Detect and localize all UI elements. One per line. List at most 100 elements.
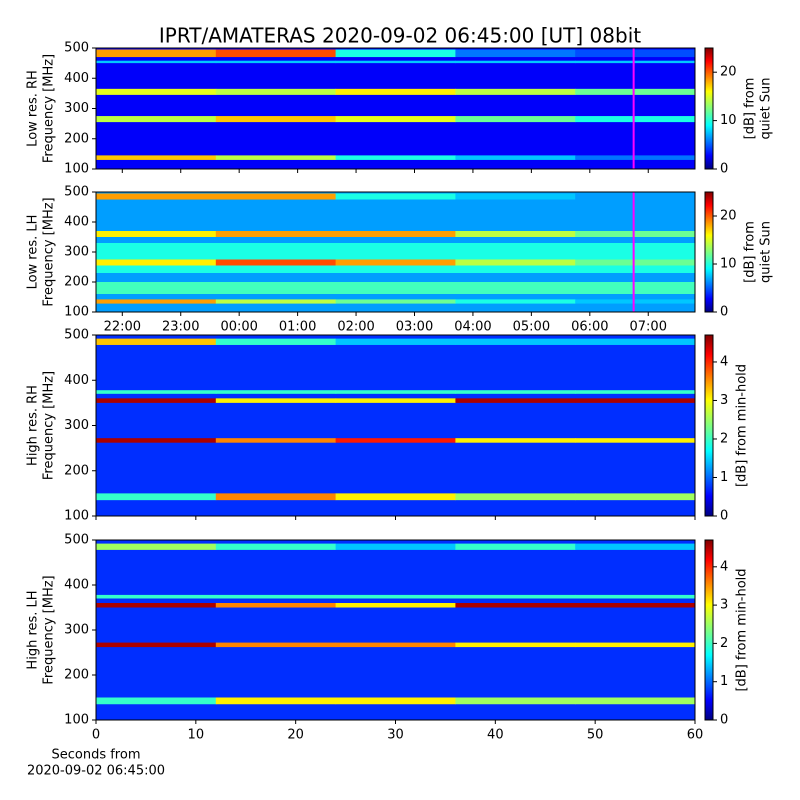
colorbar-tick-label: 20 [720, 209, 737, 224]
heatmap-background [96, 540, 695, 720]
y-tick-label: 200 [64, 463, 89, 478]
heatmap-cell [96, 155, 217, 160]
heatmap-cell [96, 438, 217, 443]
heatmap-cell [335, 603, 456, 608]
heatmap-cell [455, 398, 576, 403]
heatmap-cell [455, 231, 576, 237]
heatmap-cell [335, 642, 456, 648]
x-tick-label: 06:00 [571, 320, 608, 335]
heatmap-cell [335, 438, 456, 443]
heatmap-cell [335, 259, 456, 266]
y-tick-label: 500 [64, 185, 89, 200]
heatmap-cell [96, 390, 217, 394]
colorbar-label: quiet Sun [759, 77, 774, 139]
colorbar-label: [dB] from [743, 221, 758, 283]
heatmap-cell [455, 282, 576, 294]
heatmap-cell [455, 493, 576, 501]
heatmap-cell [215, 299, 337, 304]
heatmap-cell [575, 594, 696, 599]
colorbar-label: quiet Sun [759, 221, 774, 283]
heatmap-cell [455, 543, 576, 550]
heatmap-cell [575, 603, 696, 608]
y-axis-label: Low res. LH [26, 215, 41, 290]
heatmap-cell [96, 697, 217, 705]
colorbar-label: [dB] from [743, 78, 758, 140]
heatmap-cell [96, 282, 217, 294]
heatmap-cell [575, 193, 696, 200]
heatmap-cell [575, 155, 696, 160]
colorbar-tick-label: 2 [720, 636, 728, 651]
heatmap-cell [455, 438, 576, 443]
x-axis-label: 2020-09-02 06:45:00 [27, 764, 165, 779]
y-axis-label: High res. RH [26, 385, 41, 466]
heatmap-cell [455, 243, 576, 273]
heatmap-cell [455, 390, 576, 394]
colorbar-tick-label: 3 [720, 393, 728, 408]
heatmap-cell [96, 299, 217, 304]
heatmap-cell [335, 390, 456, 394]
heatmap-cell [215, 338, 337, 345]
colorbar-tick-label: 0 [720, 713, 728, 728]
heatmap-cell [455, 60, 576, 64]
heatmap-cell [215, 155, 337, 160]
x-tick-label: 60 [687, 728, 704, 743]
heatmap-cell [455, 642, 576, 648]
colorbar-tick-label: 0 [720, 509, 728, 524]
heatmap-cell [215, 116, 337, 123]
colorbar-tick-label: 10 [720, 257, 737, 272]
heatmap-cell [215, 594, 337, 599]
colorbar-tick-label: 3 [720, 598, 728, 613]
colorbar-tick-label: 10 [720, 113, 737, 128]
colorbar [704, 334, 714, 517]
heatmap-cell [575, 259, 696, 266]
heatmap-cell [96, 594, 217, 599]
heatmap-cell [215, 49, 337, 58]
y-axis-label: Low res. RH [26, 70, 41, 147]
heatmap-cell [575, 697, 696, 705]
y-tick-label: 100 [64, 305, 89, 320]
heatmap-cell [455, 338, 576, 345]
colorbar-tick-label: 4 [720, 354, 728, 369]
heatmap-cell [215, 193, 337, 200]
x-tick-label: 22:00 [104, 320, 141, 335]
heatmap-cell [575, 390, 696, 394]
heatmap-cell [215, 282, 337, 294]
heatmap-cell [215, 231, 337, 237]
x-tick-label: 02:00 [337, 320, 374, 335]
y-tick-label: 500 [64, 328, 89, 343]
heatmap-cell [96, 338, 217, 345]
heatmap-cell [96, 603, 217, 608]
heatmap-cell [96, 543, 217, 550]
colorbar-tick-label: 1 [720, 470, 728, 485]
heatmap-cell [575, 642, 696, 648]
y-tick-label: 300 [64, 418, 89, 433]
colorbar-tick-label: 4 [720, 559, 728, 574]
x-tick-label: 23:00 [162, 320, 199, 335]
heatmap-cell [335, 282, 456, 294]
heatmap-cell [455, 88, 576, 95]
x-tick-label: 10 [188, 728, 205, 743]
heatmap-cell [96, 49, 217, 58]
x-tick-label: 40 [487, 728, 504, 743]
heatmap-cell [96, 193, 217, 200]
heatmap-cell [455, 697, 576, 705]
y-tick-label: 300 [64, 245, 89, 260]
y-tick-label: 500 [64, 41, 89, 56]
x-tick-label: 07:00 [630, 320, 667, 335]
heatmap-cell [575, 398, 696, 403]
colorbar [704, 191, 714, 313]
figure-title: IPRT/AMATERAS 2020-09-02 06:45:00 [UT] 0… [159, 24, 641, 48]
heatmap-cell [455, 193, 576, 200]
heatmap-cell [215, 438, 337, 443]
heatmap-cell [215, 543, 337, 550]
heatmap-cell [335, 116, 456, 123]
heatmap-background [96, 48, 695, 169]
heatmap-cell [575, 243, 696, 273]
heatmap-background [96, 335, 695, 516]
heatmap-cell [575, 543, 696, 550]
colorbar-tick-label: 1 [720, 674, 728, 689]
heatmap-cell [335, 398, 456, 403]
colorbar-tick-label: 20 [720, 65, 737, 80]
heatmap-cell [215, 398, 337, 403]
heatmap-cell [96, 493, 217, 501]
